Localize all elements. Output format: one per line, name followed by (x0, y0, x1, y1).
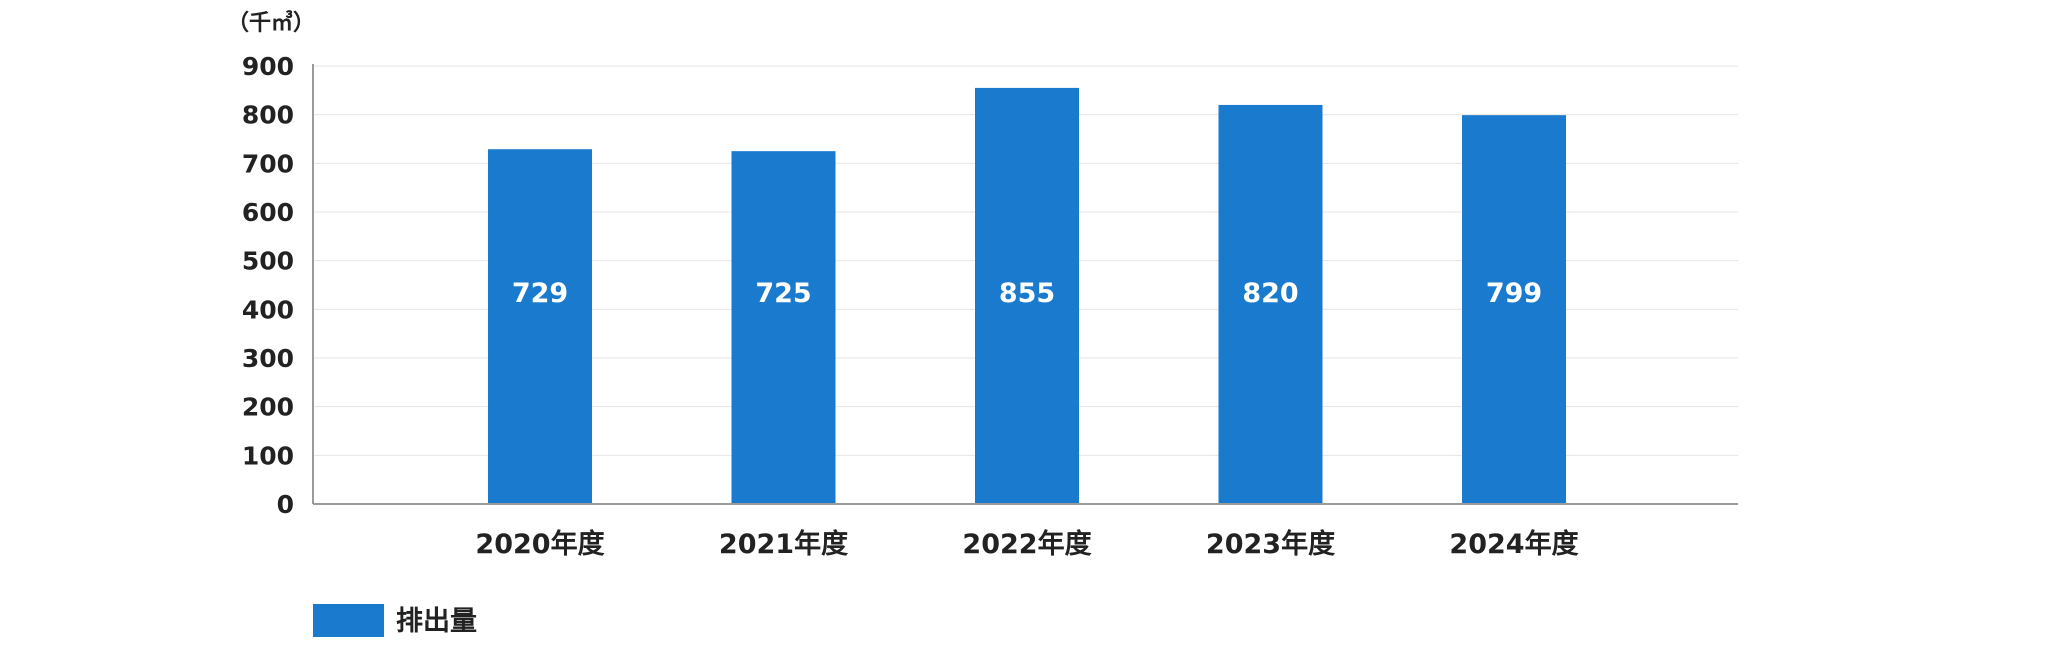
axes (312, 64, 1738, 505)
data-label-2020年度: 729 (512, 278, 568, 309)
y-tick-label-400: 400 (242, 295, 294, 324)
y-tick-label-900: 900 (242, 52, 294, 81)
data-label-2022年度: 855 (999, 278, 1055, 309)
legend: 排出量 (313, 604, 477, 637)
x-tick-label-2021年度: 2021年度 (719, 528, 848, 560)
y-tick-label-500: 500 (242, 247, 294, 276)
bars: 729 725 855 820 799 (488, 87, 1566, 505)
y-tick-label-100: 100 (242, 441, 294, 470)
x-tick-label-2020年度: 2020年度 (475, 528, 604, 560)
data-label-2021年度: 725 (755, 278, 811, 309)
x-tick-label-2023年度: 2023年度 (1206, 528, 1335, 560)
legend-label: 排出量 (396, 606, 477, 637)
y-tick-label-600: 600 (242, 198, 294, 227)
y-tick-label-700: 700 (242, 149, 294, 178)
y-tick-label-0: 0 (277, 490, 294, 519)
bar-2024年度 (1462, 115, 1566, 505)
y-tick-label-200: 200 (242, 393, 294, 422)
y-axis-ticks: 0 100 200 300 400 500 600 700 800 900 (242, 52, 294, 519)
y-tick-label-800: 800 (242, 101, 294, 130)
data-label-2024年度: 799 (1486, 278, 1542, 309)
bar-2022年度 (975, 87, 1079, 505)
bar-2020年度 (488, 149, 592, 504)
x-axis-labels: 2020年度 2021年度 2022年度 2023年度 2024年度 (475, 528, 1578, 560)
y-tick-label-300: 300 (242, 344, 294, 373)
y-axis-unit-label: （千㎥） (227, 10, 315, 36)
bar-2021年度 (731, 151, 836, 504)
data-label-2023年度: 820 (1242, 278, 1298, 309)
x-tick-label-2024年度: 2024年度 (1449, 528, 1578, 560)
bar-2023年度 (1218, 104, 1323, 504)
x-tick-label-2022年度: 2022年度 (962, 528, 1091, 560)
legend-swatch (313, 604, 384, 637)
